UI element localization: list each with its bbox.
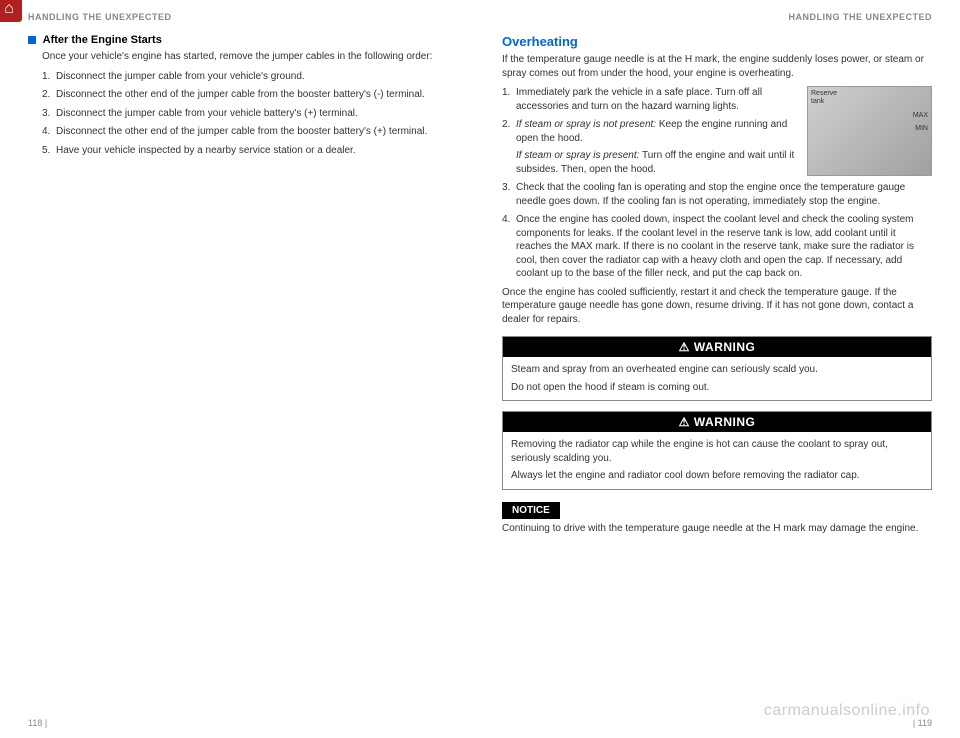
warning-triangle-icon: ⚠ bbox=[679, 340, 690, 354]
left-header: HANDLING THE UNEXPECTED bbox=[28, 12, 458, 22]
warning2-line1: Removing the radiator cap while the engi… bbox=[511, 438, 923, 465]
left-intro: Once your vehicle's engine has started, … bbox=[28, 50, 458, 64]
right-header: HANDLING THE UNEXPECTED bbox=[502, 12, 932, 22]
page-number-left: 118 | bbox=[28, 718, 47, 728]
overheating-heading: Overheating bbox=[502, 34, 932, 49]
section-title-row: After the Engine Starts bbox=[28, 34, 458, 46]
right-step-item: 2.If steam or spray is not present: Keep… bbox=[502, 118, 932, 176]
left-step-item: 4.Disconnect the other end of the jumper… bbox=[42, 125, 458, 139]
right-step-item: 3.Check that the cooling fan is operatin… bbox=[502, 181, 932, 208]
warning-title-1: WARNING bbox=[694, 340, 756, 354]
warning-title-2: WARNING bbox=[694, 415, 756, 429]
left-step-item: 3.Disconnect the jumper cable from your … bbox=[42, 107, 458, 121]
home-icon[interactable]: ⌂ bbox=[0, 0, 22, 22]
left-steps-list: 1.Disconnect the jumper cable from your … bbox=[28, 70, 458, 158]
right-step-item: 1.Immediately park the vehicle in a safe… bbox=[502, 86, 932, 113]
left-step-item: 1.Disconnect the jumper cable from your … bbox=[42, 70, 458, 84]
warning-header-2: ⚠ WARNING bbox=[503, 412, 931, 432]
watermark: carmanualsonline.info bbox=[764, 702, 930, 720]
warning-header-1: ⚠ WARNING bbox=[503, 337, 931, 357]
section-marker-icon bbox=[28, 36, 36, 44]
warning-box-1: ⚠ WARNING Steam and spray from an overhea… bbox=[502, 336, 932, 401]
section-title-text: After the Engine Starts bbox=[43, 34, 162, 46]
warning-body-1: Steam and spray from an overheated engin… bbox=[503, 357, 931, 400]
left-step-item: 2.Disconnect the other end of the jumper… bbox=[42, 88, 458, 102]
warning1-line2: Do not open the hood if steam is coming … bbox=[511, 381, 923, 395]
right-outro: Once the engine has cooled sufficiently,… bbox=[502, 286, 932, 327]
warning2-line2: Always let the engine and radiator cool … bbox=[511, 469, 923, 483]
warning-body-2: Removing the radiator cap while the engi… bbox=[503, 432, 931, 489]
warning-box-2: ⚠ WARNING Removing the radiator cap while… bbox=[502, 411, 932, 490]
notice-badge: NOTICE bbox=[502, 502, 560, 519]
home-glyph: ⌂ bbox=[4, 0, 14, 18]
left-page: ⌂ HANDLING THE UNEXPECTED After the Engi… bbox=[0, 0, 480, 738]
right-content: Overheating If the temperature gauge nee… bbox=[502, 34, 932, 535]
page-container: ⌂ HANDLING THE UNEXPECTED After the Engi… bbox=[0, 0, 960, 738]
warning-triangle-icon: ⚠ bbox=[679, 415, 690, 429]
right-step-item: 4.Once the engine has cooled down, inspe… bbox=[502, 213, 932, 281]
right-page: HANDLING THE UNEXPECTED Overheating If t… bbox=[480, 0, 960, 738]
left-step-item: 5.Have your vehicle inspected by a nearb… bbox=[42, 144, 458, 158]
right-intro: If the temperature gauge needle is at th… bbox=[502, 53, 932, 80]
warning1-line1: Steam and spray from an overheated engin… bbox=[511, 363, 923, 377]
notice-text: Continuing to drive with the temperature… bbox=[502, 522, 932, 536]
